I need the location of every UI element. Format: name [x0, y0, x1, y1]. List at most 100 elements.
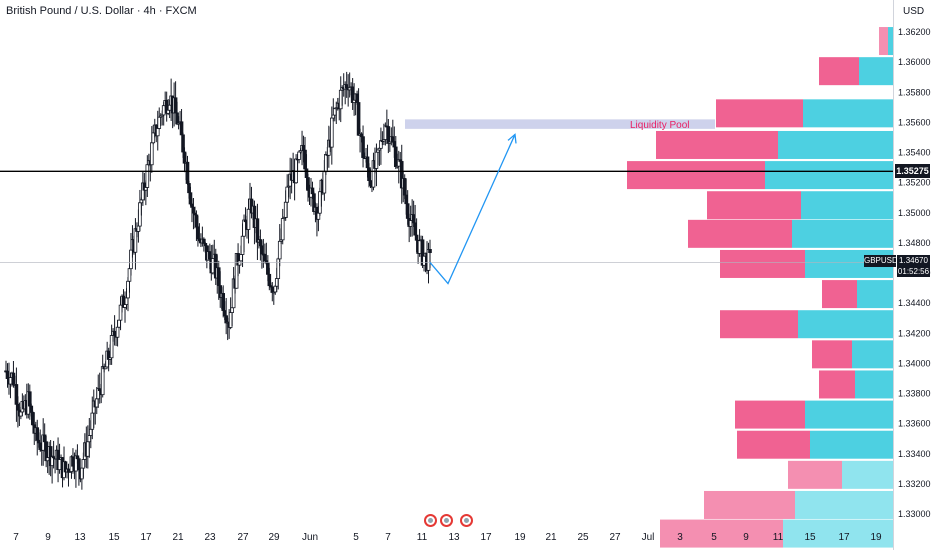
candle-body [316, 212, 321, 220]
candle-body [190, 203, 194, 208]
candle-body [42, 434, 47, 443]
candle-body [109, 335, 114, 359]
candle-body [386, 126, 391, 144]
flag-icon[interactable] [440, 514, 453, 527]
candle [173, 81, 178, 114]
candle [11, 360, 16, 388]
date-tick-label: 13 [74, 532, 86, 543]
candle-body [19, 411, 23, 417]
candle [243, 207, 248, 223]
candle [213, 248, 218, 286]
candle-body [255, 218, 260, 243]
candle [179, 109, 184, 136]
candle-body [28, 391, 32, 407]
liquidity-zone [405, 119, 715, 129]
candle-body [124, 297, 129, 305]
date-tick-label: 5 [711, 532, 717, 543]
profile-buy-bar [795, 490, 893, 519]
candle-body [5, 370, 10, 379]
date-tick-label: 17 [140, 532, 152, 543]
candle-body [266, 262, 270, 275]
candle-body [202, 238, 206, 244]
candle-body [355, 93, 359, 103]
profile-buy-bar [859, 57, 893, 86]
candle-body [181, 134, 185, 153]
date-tick-label: 27 [237, 532, 249, 543]
symbol-title: British Pound / U.S. Dollar · 4h · FXCM [6, 5, 197, 17]
candle-body [338, 89, 343, 110]
candle-body [332, 108, 337, 116]
profile-sell-bar [737, 430, 810, 459]
profile-sell-bar [716, 99, 803, 128]
level-price-tag: 1.35275 [895, 164, 930, 178]
profile-sell-bar [788, 460, 842, 489]
candle-body [35, 427, 40, 441]
candle [350, 78, 355, 110]
candle [228, 297, 233, 330]
date-tick-label: 7 [385, 532, 391, 543]
candle-body [417, 240, 422, 254]
candlesticks [4, 71, 432, 490]
candle-body [167, 104, 172, 111]
candle-body [304, 168, 309, 178]
candle-body [14, 384, 19, 405]
date-axis: 7 9 13 15 17 21 23 27 29 Jun 5 7 11 13 17 19 21 25 27 Jul 3 5… [13, 532, 882, 543]
profile-buy-bar [888, 27, 893, 56]
candle-body [11, 372, 16, 386]
candle-body [100, 366, 105, 396]
candle-body [182, 151, 187, 164]
candle [155, 110, 160, 151]
candle [138, 189, 142, 232]
date-tick-label: 7 [13, 532, 19, 543]
candle [126, 277, 130, 312]
candle-body [283, 201, 288, 218]
candle [263, 243, 267, 262]
flag-icon[interactable] [460, 514, 473, 527]
candle-body [237, 260, 242, 266]
candle-body [30, 412, 35, 426]
candle-body [393, 146, 398, 167]
profile-sell-bar [819, 57, 859, 86]
candle-body [191, 206, 196, 214]
candle-body [285, 186, 289, 203]
current-price-value: 1.34670 [897, 255, 930, 267]
date-tick-label: 17 [480, 532, 492, 543]
date-tick-label: 15 [108, 532, 120, 543]
candle-body [115, 326, 120, 338]
profile-sell-bar [822, 280, 857, 309]
date-tick-label: 9 [45, 532, 51, 543]
candle-body [157, 116, 162, 129]
candle-body [155, 128, 160, 137]
date-tick-label: 29 [268, 532, 280, 543]
profile-sell-bar [704, 490, 795, 519]
candle-body [112, 330, 117, 336]
candle-body [267, 273, 272, 287]
candle-body [144, 187, 148, 191]
candle-body [246, 208, 251, 230]
profile-buy-bar [805, 400, 893, 429]
candle-body [359, 133, 364, 138]
candle-body [216, 267, 221, 287]
candle-body [166, 109, 170, 114]
candle-body [210, 258, 215, 274]
candle-body [222, 310, 227, 317]
candle-body [242, 219, 246, 237]
candle-body [239, 254, 243, 262]
flag-icon[interactable] [424, 514, 437, 527]
candle-body [123, 304, 127, 308]
candle [255, 203, 260, 261]
candle-body [273, 285, 278, 293]
candle-body [413, 222, 417, 236]
candle-body [374, 151, 379, 169]
candle-body [136, 225, 141, 232]
currency-label[interactable]: USD [903, 6, 925, 17]
candle [386, 119, 391, 154]
candle-body [138, 202, 142, 227]
candle-body [45, 457, 50, 462]
candle-body [392, 141, 397, 148]
profile-sell-bar [707, 191, 801, 220]
candle-body [331, 114, 336, 119]
candle-body [117, 319, 121, 328]
